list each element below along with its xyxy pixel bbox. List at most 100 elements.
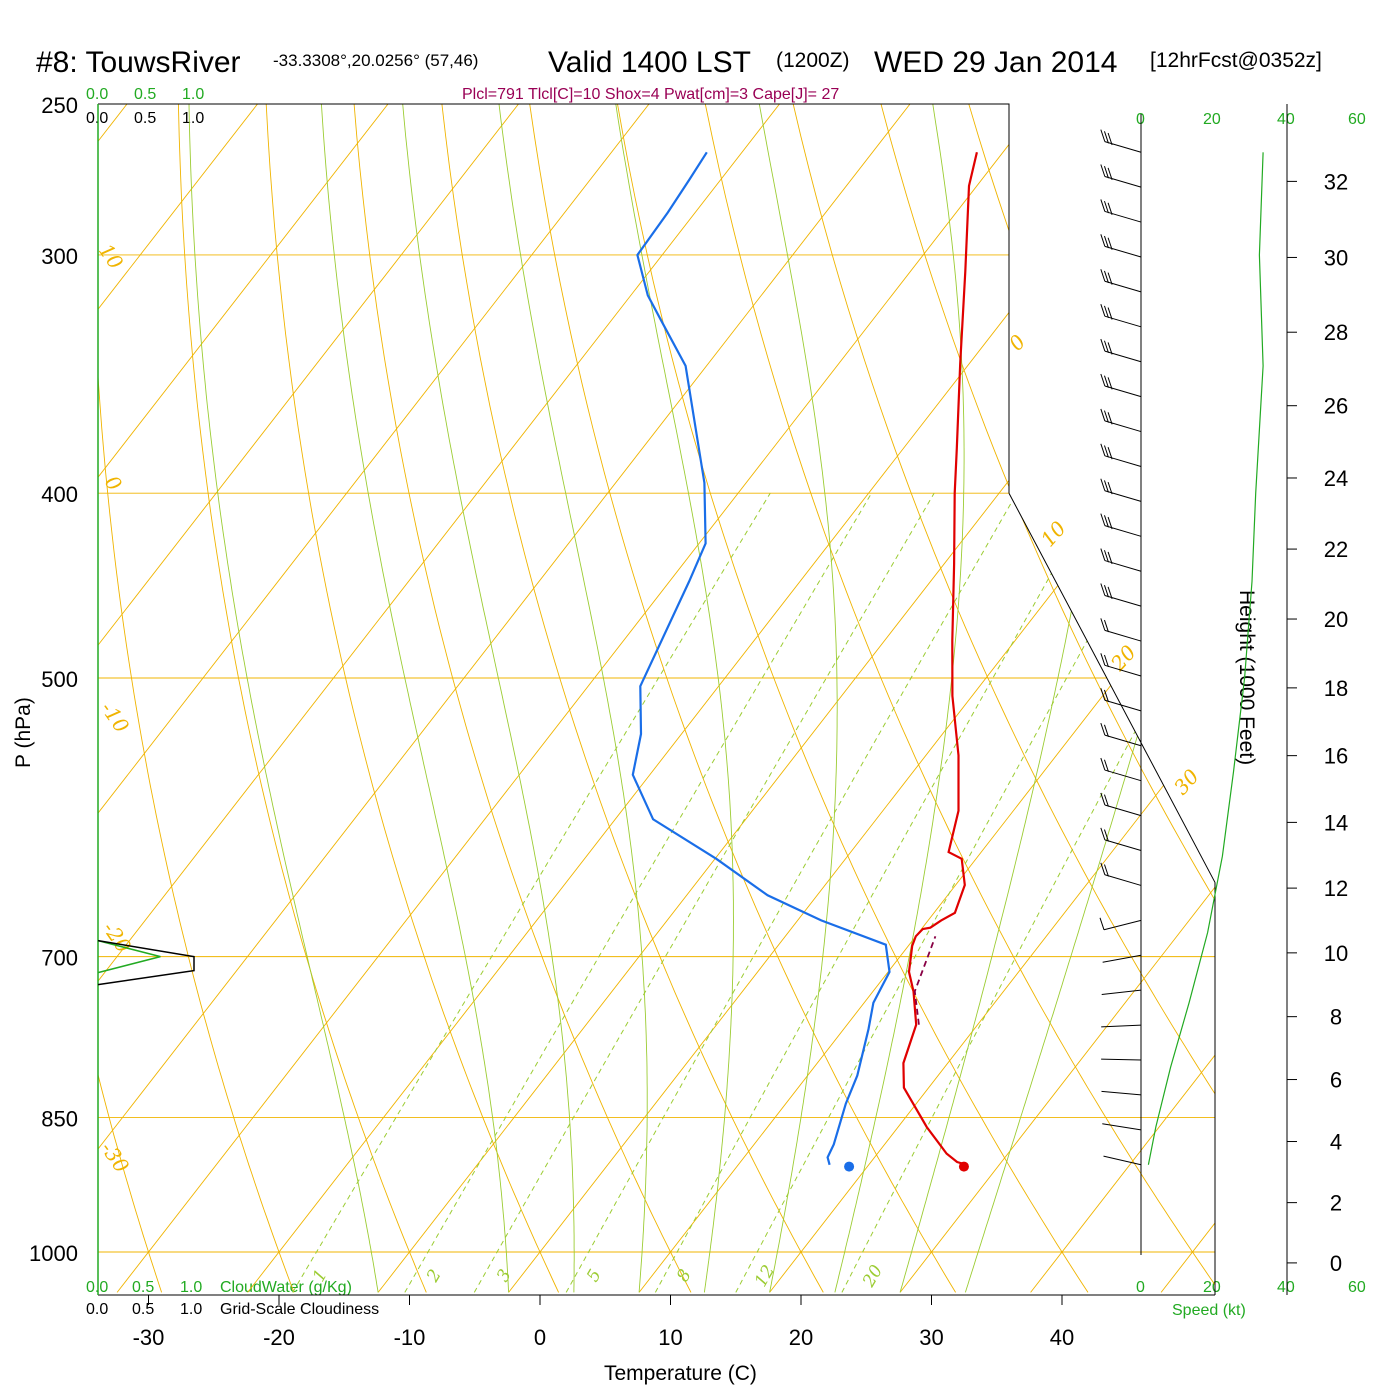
wind-barbs — [1099, 129, 1142, 1166]
dry-adiabat — [785, 104, 1215, 1293]
y-tick-label: 850 — [41, 1106, 78, 1131]
height-tick-label: 32 — [1324, 169, 1348, 194]
title-block: #8: TouwsRiver -33.3308°,20.0256° (57,46… — [36, 46, 1322, 79]
cloud-top-green-0: 0.0 — [86, 86, 108, 103]
x-tick-label: -30 — [133, 1325, 165, 1350]
moist-adiabat — [188, 104, 379, 1293]
cloud-scale-bottom: 0.0 0.5 1.0 CloudWater (g/Kg) 0.0 0.5 1.… — [86, 1279, 379, 1318]
mixing-ratio-line — [841, 492, 1215, 1293]
mixing-ratio-line — [473, 492, 935, 1293]
x-tick-label: 0 — [534, 1325, 546, 1350]
x-tick-label: 20 — [789, 1325, 813, 1350]
cloudwater-label: CloudWater (g/Kg) — [220, 1279, 352, 1296]
isotherm-line — [98, 104, 285, 1293]
y-axis-label: P (hPa) — [12, 697, 35, 768]
dry-adiabat — [264, 104, 560, 1293]
height-axis-label: Height (1000 Feet) — [1235, 590, 1258, 765]
height-tick-label: 14 — [1324, 810, 1348, 835]
wind-barb — [1100, 688, 1142, 712]
speed-bot-0: 0 — [1136, 1279, 1145, 1296]
isotherm-label-right-30: 30 — [1169, 764, 1204, 799]
isotherm-label-minus20: -20 — [98, 917, 136, 957]
dewpoint-line — [631, 151, 891, 1166]
cloud-top-green-2: 1.0 — [182, 86, 204, 103]
dry-adiabat — [871, 104, 1215, 1293]
moist-adiabat — [752, 104, 838, 1293]
moist-adiabat — [610, 104, 734, 1293]
speed-top-20: 20 — [1203, 111, 1221, 128]
surface-dewpoint-marker — [844, 1161, 855, 1172]
cloud-top-black-0: 0.0 — [86, 110, 108, 127]
y-tick-label: 700 — [41, 946, 78, 971]
surface-temperature-marker — [958, 1161, 969, 1172]
wind-barb — [1100, 443, 1142, 467]
moist-adiabat — [834, 104, 965, 1293]
wind-barb — [1100, 827, 1142, 852]
cloud-bot-black-1: 0.5 — [132, 1301, 154, 1318]
isotherm-label-right-10: 10 — [1036, 516, 1071, 551]
height-tick-label: 16 — [1324, 744, 1348, 769]
x-tick-label: 30 — [919, 1325, 943, 1350]
cloudiness-wedge — [97, 939, 195, 986]
cloud-scale-top: 0.0 0.5 1.0 0.0 0.5 1.0 — [86, 86, 204, 127]
speed-axis-label: Speed (kt) — [1172, 1302, 1246, 1319]
dry-adiabat — [98, 104, 163, 1293]
isotherm-label-minus30: -30 — [96, 1137, 134, 1177]
dry-adiabat — [1306, 70, 1400, 1292]
mixing-ratio-line — [735, 492, 1169, 1293]
temperature-line — [902, 152, 978, 1166]
x-tick-label: 10 — [658, 1325, 682, 1350]
moist-adiabat — [964, 104, 1215, 1293]
wind-barb — [1100, 234, 1142, 258]
isotherm-line — [1160, 104, 1215, 1293]
wind-barb — [1099, 917, 1142, 931]
isotherm-line — [769, 104, 1215, 1293]
x-axis: -30 -20 -10 0 10 20 30 40 — [133, 1295, 1074, 1350]
y-axis: 250 300 400 500 700 850 1000 — [29, 93, 78, 1266]
wind-barb — [1100, 548, 1142, 572]
wind-barb — [1100, 129, 1142, 153]
isotherm-line — [1030, 104, 1215, 1293]
isotherm-line — [98, 104, 676, 1293]
height-tick-label: 30 — [1324, 245, 1348, 270]
height-tick-label: 10 — [1324, 941, 1348, 966]
speed-bot-40: 40 — [1277, 1279, 1295, 1296]
wind-barb — [1100, 583, 1142, 607]
height-tick-label: 20 — [1324, 607, 1348, 632]
dry-adiabat — [1393, 70, 1400, 1292]
height-tick-label: 28 — [1324, 320, 1348, 345]
speed-top-40: 40 — [1277, 111, 1295, 128]
moist-adiabat — [319, 104, 510, 1293]
plot-frame — [97, 103, 1288, 1296]
cloud-bot-black-0: 0.0 — [86, 1301, 108, 1318]
height-tick-label: 26 — [1324, 394, 1348, 419]
background-lines — [98, 70, 1400, 1293]
wind-barb — [1101, 1024, 1142, 1028]
height-tick-label: 22 — [1324, 537, 1348, 562]
cloud-bot-black-2: 1.0 — [180, 1301, 202, 1318]
isotherm-line — [98, 104, 415, 1293]
frame-top — [98, 103, 1010, 494]
frame-diagonal — [1008, 492, 1216, 883]
wind-barb — [1100, 618, 1142, 642]
mixing-ratio-line — [565, 492, 1018, 1293]
wind-barb — [1102, 1123, 1142, 1131]
cloud-water-wedge — [97, 939, 161, 974]
wind-barb — [1100, 513, 1142, 537]
moist-adiabat — [399, 104, 575, 1293]
isotherm-labels: 10 0 -10 -20 -30 0 10 20 30 — [94, 239, 1204, 1177]
wind-barb — [1100, 164, 1142, 188]
dry-adiabat — [177, 104, 427, 1293]
wind-barb — [1100, 478, 1142, 502]
y-tick-label: 300 — [41, 244, 78, 269]
isotherm-label-10: 10 — [94, 239, 128, 274]
height-tick-label: 4 — [1330, 1130, 1342, 1155]
cloud-top-black-2: 1.0 — [182, 110, 204, 127]
height-tick-label: 12 — [1324, 876, 1348, 901]
moist-adiabat — [899, 104, 1123, 1293]
x-tick-label: -20 — [263, 1325, 295, 1350]
station-name: #8: TouwsRiver — [36, 46, 241, 79]
mixing-label-20: 20 — [859, 1262, 888, 1292]
wind-barb — [1103, 1155, 1142, 1166]
